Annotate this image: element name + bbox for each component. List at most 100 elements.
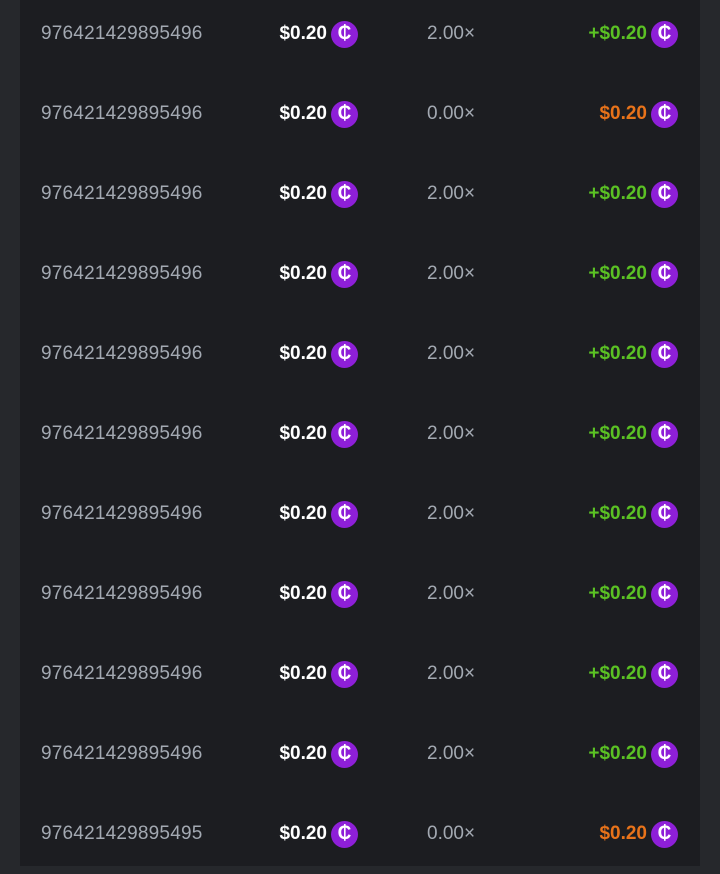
cent-coin-icon: ₵ [331, 820, 358, 848]
cent-coin-icon: ₵ [331, 340, 358, 368]
bet-id[interactable]: 976421429895496 [41, 743, 203, 764]
payout: +$0.20 ₵ [588, 580, 678, 608]
cent-coin-icon: ₵ [651, 660, 678, 688]
cent-coin-icon: ₵ [331, 20, 358, 48]
cent-coin-icon: ₵ [651, 20, 678, 48]
cent-coin-icon: ₵ [331, 500, 358, 528]
table-row[interactable]: 976421429895496 $0.20 ₵ 2.00× +$0.20 ₵ [20, 394, 700, 474]
multiplier: 2.00× [427, 503, 476, 524]
bet-amount: $0.20 ₵ [279, 20, 358, 48]
bet-amount-value: $0.20 [279, 23, 327, 44]
bets-list: 976421429895496 $0.20 ₵ 2.00× +$0.20 ₵ 9764… [20, 0, 700, 874]
payout-value: +$0.20 [588, 743, 647, 764]
payout: +$0.20 ₵ [588, 500, 678, 528]
bet-amount: $0.20 ₵ [279, 820, 358, 848]
payout-value: +$0.20 [588, 23, 647, 44]
payout-value: +$0.20 [588, 343, 647, 364]
bet-amount-value: $0.20 [279, 103, 327, 124]
cent-coin-icon: ₵ [651, 820, 678, 848]
table-row[interactable]: 976421429895496 $0.20 ₵ 2.00× +$0.20 ₵ [20, 314, 700, 394]
table-row[interactable]: 976421429895496 $0.20 ₵ 2.00× +$0.20 ₵ [20, 234, 700, 314]
bet-id[interactable]: 976421429895496 [41, 183, 203, 204]
payout: +$0.20 ₵ [588, 20, 678, 48]
cent-coin-icon: ₵ [651, 260, 678, 288]
payout-value: $0.20 [599, 823, 647, 844]
cent-coin-icon: ₵ [651, 740, 678, 768]
cent-coin-icon: ₵ [651, 580, 678, 608]
bet-amount: $0.20 ₵ [279, 580, 358, 608]
table-row[interactable]: 976421429895495 $0.20 ₵ 0.00× $0.20 ₵ [20, 794, 700, 874]
bet-amount: $0.20 ₵ [279, 260, 358, 288]
multiplier: 2.00× [427, 23, 476, 44]
bet-amount: $0.20 ₵ [279, 500, 358, 528]
payout: +$0.20 ₵ [588, 180, 678, 208]
table-row[interactable]: 976421429895496 $0.20 ₵ 2.00× +$0.20 ₵ [20, 554, 700, 634]
multiplier: 2.00× [427, 743, 476, 764]
bet-amount-value: $0.20 [279, 823, 327, 844]
payout-value: +$0.20 [588, 423, 647, 444]
table-row[interactable]: 976421429895496 $0.20 ₵ 2.00× +$0.20 ₵ [20, 0, 700, 74]
multiplier: 2.00× [427, 663, 476, 684]
payout-value: +$0.20 [588, 263, 647, 284]
bet-amount: $0.20 ₵ [279, 180, 358, 208]
payout: +$0.20 ₵ [588, 260, 678, 288]
cent-coin-icon: ₵ [651, 100, 678, 128]
bet-amount-value: $0.20 [279, 583, 327, 604]
multiplier: 2.00× [427, 263, 476, 284]
multiplier: 0.00× [427, 823, 476, 844]
cent-coin-icon: ₵ [331, 100, 358, 128]
payout: $0.20 ₵ [599, 100, 678, 128]
table-row[interactable]: 976421429895496 $0.20 ₵ 2.00× +$0.20 ₵ [20, 154, 700, 234]
payout-value: +$0.20 [588, 183, 647, 204]
bet-amount-value: $0.20 [279, 663, 327, 684]
cent-coin-icon: ₵ [331, 580, 358, 608]
bet-id[interactable]: 976421429895496 [41, 263, 203, 284]
bet-amount-value: $0.20 [279, 263, 327, 284]
multiplier: 2.00× [427, 343, 476, 364]
table-row[interactable]: 976421429895496 $0.20 ₵ 2.00× +$0.20 ₵ [20, 634, 700, 714]
bet-amount-value: $0.20 [279, 503, 327, 524]
bet-id[interactable]: 976421429895496 [41, 103, 203, 124]
bet-amount: $0.20 ₵ [279, 660, 358, 688]
bet-amount-value: $0.20 [279, 743, 327, 764]
payout-value: +$0.20 [588, 663, 647, 684]
cent-coin-icon: ₵ [651, 420, 678, 448]
cent-coin-icon: ₵ [331, 260, 358, 288]
payout-value: $0.20 [599, 103, 647, 124]
cent-coin-icon: ₵ [331, 420, 358, 448]
multiplier: 2.00× [427, 183, 476, 204]
bet-amount-value: $0.20 [279, 423, 327, 444]
multiplier: 2.00× [427, 583, 476, 604]
bet-amount: $0.20 ₵ [279, 740, 358, 768]
bet-id[interactable]: 976421429895496 [41, 23, 203, 44]
bet-id[interactable]: 976421429895496 [41, 423, 203, 444]
cent-coin-icon: ₵ [331, 660, 358, 688]
bet-id[interactable]: 976421429895496 [41, 503, 203, 524]
payout: $0.20 ₵ [599, 820, 678, 848]
bet-amount-value: $0.20 [279, 183, 327, 204]
table-row[interactable]: 976421429895496 $0.20 ₵ 2.00× +$0.20 ₵ [20, 474, 700, 554]
bet-id[interactable]: 976421429895496 [41, 663, 203, 684]
bet-id[interactable]: 976421429895495 [41, 823, 203, 844]
multiplier: 2.00× [427, 423, 476, 444]
cent-coin-icon: ₵ [651, 340, 678, 368]
table-row[interactable]: 976421429895496 $0.20 ₵ 2.00× +$0.20 ₵ [20, 714, 700, 794]
payout: +$0.20 ₵ [588, 340, 678, 368]
bet-amount: $0.20 ₵ [279, 420, 358, 448]
bet-id[interactable]: 976421429895496 [41, 583, 203, 604]
cent-coin-icon: ₵ [651, 500, 678, 528]
table-row[interactable]: 976421429895496 $0.20 ₵ 0.00× $0.20 ₵ [20, 74, 700, 154]
cent-coin-icon: ₵ [651, 180, 678, 208]
payout-value: +$0.20 [588, 583, 647, 604]
payout-value: +$0.20 [588, 503, 647, 524]
bet-amount-value: $0.20 [279, 343, 327, 364]
bet-id[interactable]: 976421429895496 [41, 343, 203, 364]
bet-amount: $0.20 ₵ [279, 100, 358, 128]
multiplier: 0.00× [427, 103, 476, 124]
bet-amount: $0.20 ₵ [279, 340, 358, 368]
payout: +$0.20 ₵ [588, 420, 678, 448]
cent-coin-icon: ₵ [331, 740, 358, 768]
payout: +$0.20 ₵ [588, 660, 678, 688]
cent-coin-icon: ₵ [331, 180, 358, 208]
payout: +$0.20 ₵ [588, 740, 678, 768]
